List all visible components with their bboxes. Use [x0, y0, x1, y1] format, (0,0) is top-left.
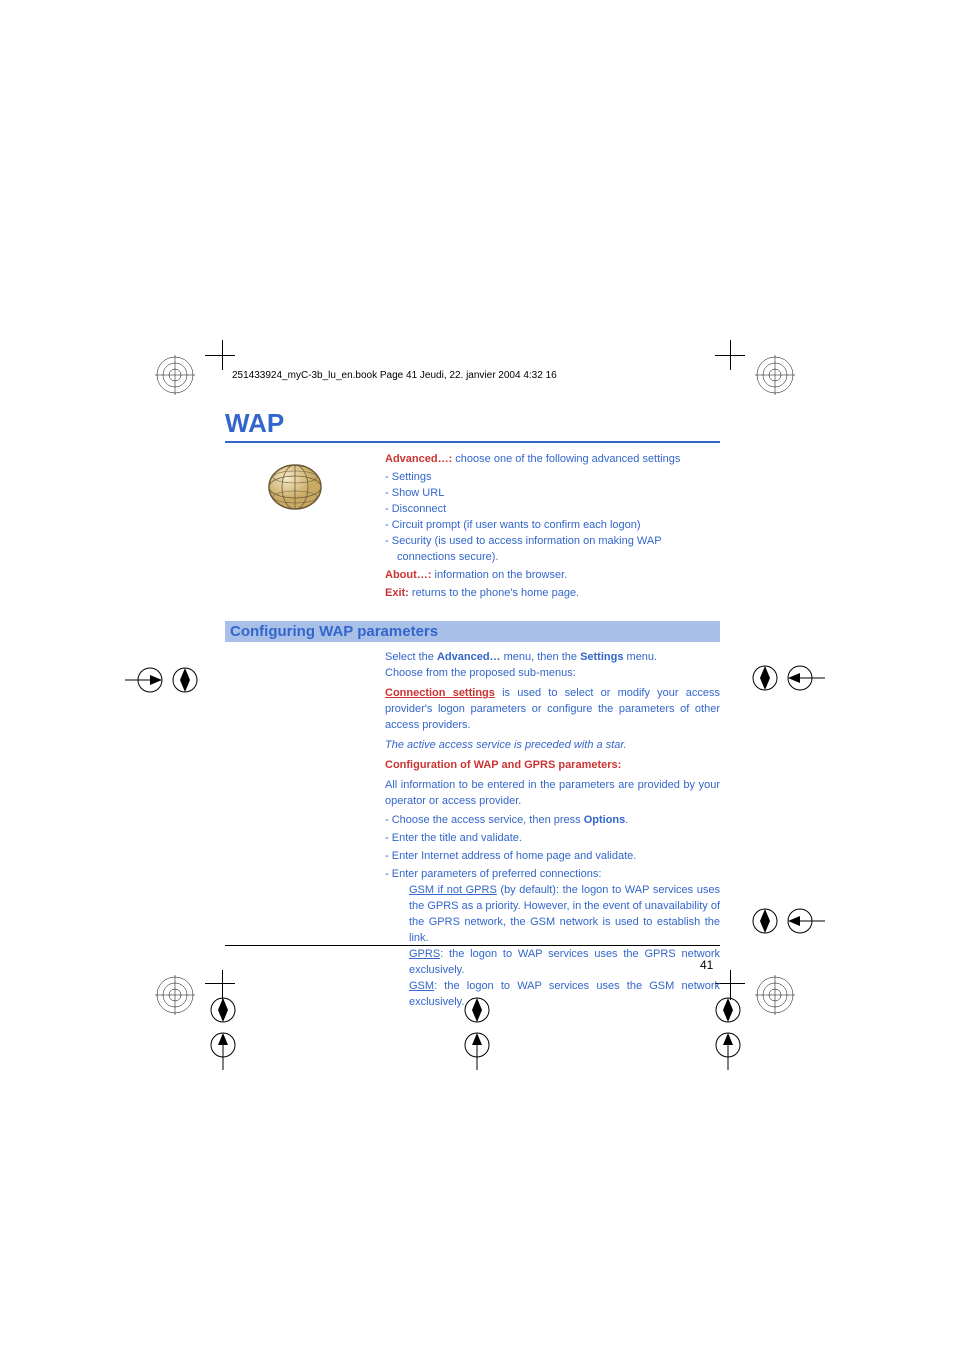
arrow-mark-icon — [775, 896, 825, 946]
gsm-label: GSM — [409, 980, 434, 992]
reg-mark-icon — [155, 355, 195, 395]
wap-gprs-title: Configuration of WAP and GPRS parameters… — [385, 758, 720, 774]
section-banner: Configuring WAP parameters — [225, 621, 720, 642]
list-item: Enter Internet address of home page and … — [397, 849, 720, 865]
about-label: About…: — [385, 569, 431, 581]
steps-list: Choose the access service, then press Op… — [385, 813, 720, 1010]
arrow-mark-icon — [775, 653, 825, 703]
crop-mark — [222, 970, 223, 1000]
content-block-2: Select the Advanced… menu, then the Sett… — [385, 650, 720, 1013]
text: Choose the access service, then press — [392, 814, 584, 826]
exit-label: Exit: — [385, 587, 409, 599]
list-item: Circuit prompt (if user wants to confirm… — [397, 518, 720, 534]
separator-line — [225, 945, 720, 946]
arrow-mark-icon — [160, 655, 210, 705]
list-item: Show URL — [397, 486, 720, 502]
text: menu, then the — [501, 651, 581, 663]
header-meta-text: 251433924_myC-3b_lu_en.book Page 41 Jeud… — [232, 370, 557, 381]
advanced-label: Advanced…: — [385, 453, 452, 465]
text: Settings — [580, 651, 623, 663]
list-item: Enter parameters of preferred connection… — [397, 867, 720, 1010]
text: . — [625, 814, 628, 826]
text: Options — [584, 814, 626, 826]
advanced-desc: choose one of the following advanced set… — [452, 453, 680, 465]
advanced-list: Settings Show URL Disconnect Circuit pro… — [385, 470, 720, 566]
text: Advanced… — [437, 651, 501, 663]
reg-mark-icon — [755, 355, 795, 395]
list-item: Enter the title and validate. — [397, 831, 720, 847]
list-item: Settings — [397, 470, 720, 486]
reg-mark-icon — [155, 975, 195, 1015]
arrow-mark-icon — [198, 1020, 248, 1070]
gprs-label: GPRS — [409, 948, 440, 960]
crop-mark — [205, 355, 235, 356]
arrow-mark-icon — [703, 1020, 753, 1070]
exit-desc: returns to the phone's home page. — [409, 587, 579, 599]
page-title: WAP — [225, 408, 720, 443]
list-item: Disconnect — [397, 502, 720, 518]
text: menu. — [623, 651, 657, 663]
connection-settings-label: Connection settings — [385, 687, 495, 699]
all-info-text: All information to be entered in the par… — [385, 778, 720, 810]
active-note: The active access service is preceded wi… — [385, 738, 720, 754]
arrow-mark-icon — [452, 1020, 502, 1070]
page-number: 41 — [700, 958, 713, 972]
text: Choose from the proposed sub-menus: — [385, 667, 576, 679]
text: Select the — [385, 651, 437, 663]
text: : the logon to WAP services uses the GSM… — [409, 980, 720, 1008]
reg-mark-icon — [755, 975, 795, 1015]
text: Enter parameters of preferred connection… — [392, 868, 602, 880]
crop-mark — [730, 340, 731, 370]
gsm-if-not-gprs-label: GSM if not GPRS — [409, 884, 497, 896]
list-item: Security (is used to access information … — [397, 534, 720, 566]
list-item: Choose the access service, then press Op… — [397, 813, 720, 829]
crop-mark — [205, 983, 235, 984]
crop-mark — [222, 340, 223, 370]
text: : the logon to WAP services uses the GPR… — [409, 948, 720, 976]
crop-mark — [730, 970, 731, 1000]
about-desc: information on the browser. — [431, 569, 567, 581]
globe-icon — [265, 457, 325, 517]
content-block-1: Advanced…: choose one of the following a… — [385, 452, 720, 603]
